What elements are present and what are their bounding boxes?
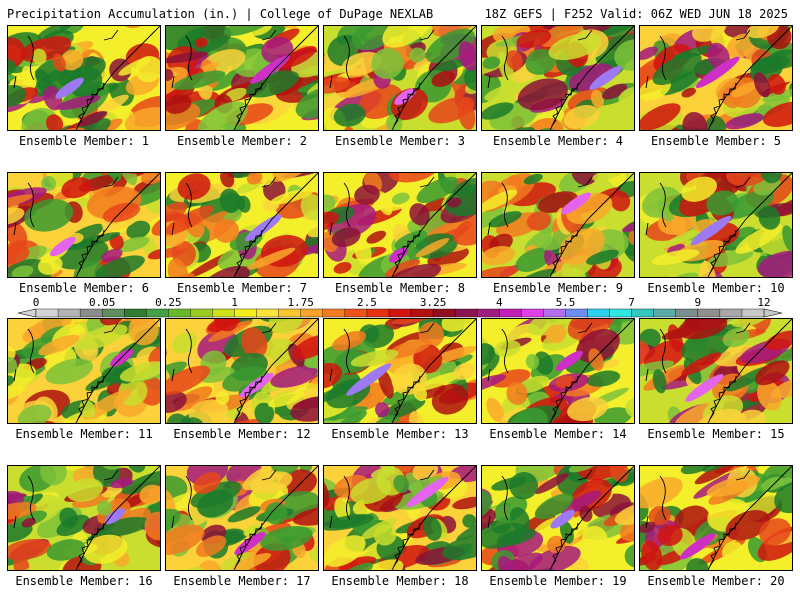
colorbar-swatch — [454, 308, 478, 318]
ensemble-member-label: Ensemble Member: 3 — [334, 134, 466, 148]
colorbar-swatch — [719, 308, 743, 318]
colorbar-tick-label: 5.5 — [556, 296, 576, 309]
colorbar-swatch — [79, 308, 103, 318]
model-run-valid-time: 18Z GEFS | F252 Valid: 06Z WED JUN 18 20… — [484, 7, 788, 21]
colorbar-tick-label: 0.05 — [89, 296, 116, 309]
colorbar-swatch — [234, 308, 258, 318]
ensemble-member-label: Ensemble Member: 12 — [173, 427, 311, 441]
ensemble-member-map — [323, 25, 477, 131]
colorbar-swatch — [521, 308, 544, 318]
ensemble-member-label: Ensemble Member: 17 — [173, 574, 311, 588]
colorbar-swatch — [543, 308, 566, 318]
ensemble-member-map — [323, 318, 477, 424]
ensemble-member-map — [7, 318, 161, 424]
ensemble-member-label: Ensemble Member: 19 — [489, 574, 627, 588]
ensemble-member-map — [481, 172, 635, 278]
colorbar-swatch — [432, 308, 456, 318]
ensemble-member-label: Ensemble Member: 18 — [331, 574, 469, 588]
colorbar-swatch — [366, 308, 390, 318]
ensemble-member-label: Ensemble Member: 2 — [176, 134, 308, 148]
ensemble-member-map — [323, 465, 477, 571]
ensemble-member-map — [165, 465, 319, 571]
colorbar-swatch — [697, 308, 721, 318]
colorbar-swatch — [35, 308, 59, 318]
ensemble-member-label: Ensemble Member: 20 — [647, 574, 785, 588]
colorbar-tick-label: 2.5 — [357, 296, 377, 309]
ensemble-member-label: Ensemble Member: 1 — [18, 134, 150, 148]
colorbar-tick-label: 3.25 — [420, 296, 447, 309]
colorbar-swatch — [675, 308, 699, 318]
colorbar-swatch — [101, 308, 125, 318]
map-title: Precipitation Accumulation (in.) | Colle… — [7, 7, 434, 21]
colorbar-swatch — [278, 308, 302, 318]
colorbar-swatch — [565, 308, 589, 318]
colorbar-swatch — [168, 308, 191, 318]
colorbar-swatch — [344, 308, 368, 318]
colorbar-swatch — [57, 308, 81, 318]
colorbar-tick-label: 12 — [757, 296, 770, 309]
ensemble-member-label: Ensemble Member: 8 — [334, 281, 466, 295]
ensemble-member-map — [323, 172, 477, 278]
ensemble-member-label: Ensemble Member: 16 — [15, 574, 153, 588]
colorbar-tick-label: 0.25 — [155, 296, 182, 309]
colorbar-swatch — [146, 308, 169, 318]
ensemble-member-map — [165, 172, 319, 278]
colorbar-min-arrow — [17, 308, 37, 318]
colorbar-tick-label: 0 — [33, 296, 40, 309]
ensemble-member-label: Ensemble Member: 4 — [492, 134, 624, 148]
colorbar-swatch — [322, 308, 346, 318]
ensemble-member-map — [639, 318, 793, 424]
precipitation-colorbar: 0 0.05 0.25 1 1.75 2.5 3.25 4 5.5 7 9 12 — [17, 296, 783, 318]
ensemble-member-label: Ensemble Member: 7 — [176, 281, 308, 295]
ensemble-member-map — [7, 25, 161, 131]
colorbar-swatch — [212, 308, 236, 318]
colorbar-tick-label: 4 — [496, 296, 503, 309]
ensemble-member-map — [481, 318, 635, 424]
ensemble-member-map — [639, 172, 793, 278]
ensemble-member-map — [481, 25, 635, 131]
colorbar-swatch — [631, 308, 655, 318]
ensemble-member-label: Ensemble Member: 9 — [492, 281, 624, 295]
ensemble-member-map — [7, 172, 161, 278]
colorbar-swatch — [190, 308, 213, 318]
ensemble-member-label: Ensemble Member: 11 — [15, 427, 153, 441]
ensemble-member-map — [639, 25, 793, 131]
ensemble-member-map — [639, 465, 793, 571]
colorbar-swatch — [499, 308, 522, 318]
ensemble-member-label: Ensemble Member: 15 — [647, 427, 785, 441]
colorbar-swatch — [256, 308, 280, 318]
colorbar-swatch — [410, 308, 434, 318]
colorbar-swatch — [124, 308, 147, 318]
colorbar-swatch — [477, 308, 500, 318]
colorbar-swatch — [609, 308, 633, 318]
ensemble-member-label: Ensemble Member: 14 — [489, 427, 627, 441]
colorbar-swatch — [741, 308, 765, 318]
ensemble-member-label: Ensemble Member: 5 — [650, 134, 782, 148]
colorbar-tick-label: 1 — [231, 296, 238, 309]
colorbar-tick-label: 9 — [694, 296, 701, 309]
colorbar-swatch — [388, 308, 412, 318]
ensemble-member-label: Ensemble Member: 13 — [331, 427, 469, 441]
colorbar-max-arrow — [763, 308, 783, 318]
colorbar-tick-label: 1.75 — [287, 296, 314, 309]
colorbar-swatch — [300, 308, 324, 318]
colorbar-swatch — [587, 308, 611, 318]
ensemble-member-label: Ensemble Member: 6 — [18, 281, 150, 295]
ensemble-member-map — [165, 25, 319, 131]
colorbar-tick-label: 7 — [628, 296, 635, 309]
ensemble-member-label: Ensemble Member: 10 — [647, 281, 785, 295]
ensemble-member-map — [481, 465, 635, 571]
ensemble-member-map — [165, 318, 319, 424]
ensemble-member-map — [7, 465, 161, 571]
colorbar-swatch — [653, 308, 677, 318]
